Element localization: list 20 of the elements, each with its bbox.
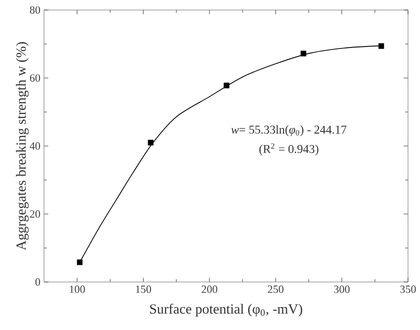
point (378, 43, 384, 49)
x-tick-label: 300 (334, 286, 350, 293)
x-axis-title: Surface potential (φ$_{0}$, -mV) (150, 304, 302, 317)
y-tick-label: 40 (30, 142, 40, 150)
point (224, 82, 230, 88)
x-tick-label: 100 (70, 286, 85, 293)
point (148, 140, 154, 146)
annotation: (R$^{2}$ = 0.943) (259, 143, 318, 156)
annotation: w= 55.33ln(φ$_{0}$) - 244.17 (231, 125, 346, 136)
y-tick-label: 60 (30, 74, 40, 82)
x-tick-label: 150 (136, 286, 152, 293)
y-tick-label: 80 (30, 6, 40, 14)
x-tick-label: 200 (202, 286, 218, 293)
x-tick-label: 350 (400, 286, 416, 293)
x-tick-label: 250 (268, 286, 284, 293)
point (76, 259, 83, 266)
point (300, 50, 306, 56)
y-tick-label: 20 (30, 210, 40, 218)
y-tick-label: 0 (35, 278, 40, 286)
y-axis-title: Aggrgegates breaking strength w (%) (16, 42, 29, 250)
